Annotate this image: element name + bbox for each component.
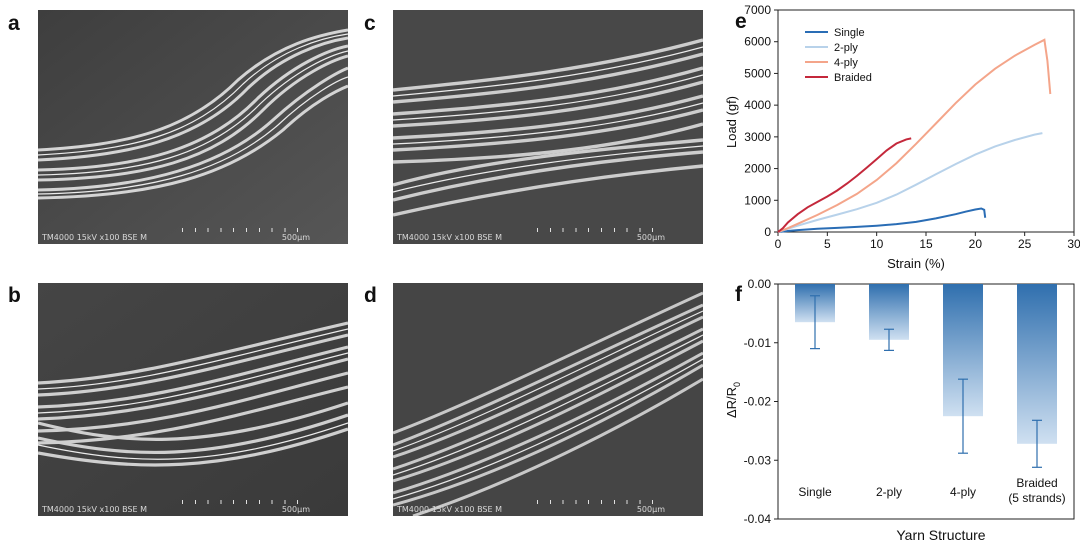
yarn-fibers-2ply xyxy=(38,283,348,516)
yarn-fibers-4ply xyxy=(393,10,703,244)
scale-bar xyxy=(182,500,310,504)
sem-image-braided: TM4000 15kV x100 BSE M 500µm xyxy=(393,283,703,516)
legend-entry: Single xyxy=(834,27,865,39)
category-label: Braided xyxy=(1016,476,1057,490)
series-line-4-ply xyxy=(777,38,1052,233)
panel-letter-c: c xyxy=(364,12,376,35)
series-line-2-ply xyxy=(777,132,1043,233)
y-tick-label: -0.02 xyxy=(744,395,772,409)
y-axis-label: Load (gf) xyxy=(724,96,739,148)
sem-caption: TM4000 15kV x100 BSE M xyxy=(42,505,147,514)
x-tick-label: 5 xyxy=(824,237,831,251)
y-axis-label: ΔR/R0 xyxy=(724,382,742,418)
x-axis-label: Yarn Structure xyxy=(896,527,985,543)
legend-entry: 2-ply xyxy=(834,42,858,54)
x-tick-label: 25 xyxy=(1018,237,1032,251)
y-tick-label: -0.04 xyxy=(744,512,772,526)
y-tick-label: -0.01 xyxy=(744,336,772,350)
series-line-single xyxy=(777,207,987,233)
x-tick-label: 0 xyxy=(775,237,782,251)
x-tick-label: 15 xyxy=(919,237,933,251)
panel-letter-f: f xyxy=(735,283,742,306)
y-tick-label: 1000 xyxy=(744,193,771,207)
y-tick-label: -0.03 xyxy=(744,453,772,467)
legend-entry: Braided xyxy=(834,72,872,84)
x-tick-label: 20 xyxy=(969,237,983,251)
scale-label: 500µm xyxy=(281,505,310,514)
panel-letter-a: a xyxy=(8,12,20,35)
legend-entry: 4-ply xyxy=(834,57,858,69)
y-tick-label: 3000 xyxy=(744,130,771,144)
series-line-braided xyxy=(777,137,912,233)
y-tick-label: 5000 xyxy=(744,66,771,80)
sem-caption: TM4000 15kV x100 BSE M xyxy=(397,505,502,514)
scale-label: 500µm xyxy=(636,233,665,242)
category-label: 4-ply xyxy=(950,485,976,499)
category-label-sub: (5 strands) xyxy=(1008,491,1065,505)
bar-braided xyxy=(1017,284,1057,444)
sem-caption: TM4000 15kV x100 BSE M xyxy=(397,233,502,242)
sem-caption: TM4000 15kV x100 BSE M xyxy=(42,233,147,242)
panel-letter-e: e xyxy=(735,10,747,33)
y-tick-label: 0.00 xyxy=(748,277,772,291)
panel-letter-d: d xyxy=(364,284,377,307)
category-label: Single xyxy=(798,485,832,499)
scale-bar xyxy=(182,228,310,232)
category-label: 2-ply xyxy=(876,485,902,499)
scale-label: 500µm xyxy=(636,505,665,514)
x-tick-label: 30 xyxy=(1067,237,1080,251)
scale-label: 500µm xyxy=(281,233,310,242)
y-tick-label: 7000 xyxy=(744,3,771,17)
scale-bar xyxy=(537,500,665,504)
y-tick-label: 4000 xyxy=(744,98,771,112)
sem-image-2ply: TM4000 15kV x100 BSE M 500µm xyxy=(38,283,348,516)
panel-letter-b: b xyxy=(8,284,21,307)
x-tick-label: 10 xyxy=(870,237,884,251)
y-tick-label: 6000 xyxy=(744,35,771,49)
y-tick-label: 2000 xyxy=(744,162,771,176)
resistance-bar-chart: 0.00 -0.01 -0.02 -0.03 -0.04 Single 2-ply 4-pl… xyxy=(724,277,1075,543)
yarn-fibers-braided xyxy=(393,283,703,516)
yarn-fibers-single xyxy=(38,10,348,244)
y-tick-label: 0 xyxy=(764,225,771,239)
x-axis-label: Strain (%) xyxy=(887,256,945,271)
scale-bar xyxy=(537,228,665,232)
load-strain-chart: 0 5 10 15 20 25 30 0 1000 2000 3000 4000 5000 6000 700… xyxy=(724,3,1080,271)
sem-image-4ply: TM4000 15kV x100 BSE M 500µm xyxy=(393,10,703,244)
sem-image-single: TM4000 15kV x100 BSE M 500µm xyxy=(38,10,348,244)
